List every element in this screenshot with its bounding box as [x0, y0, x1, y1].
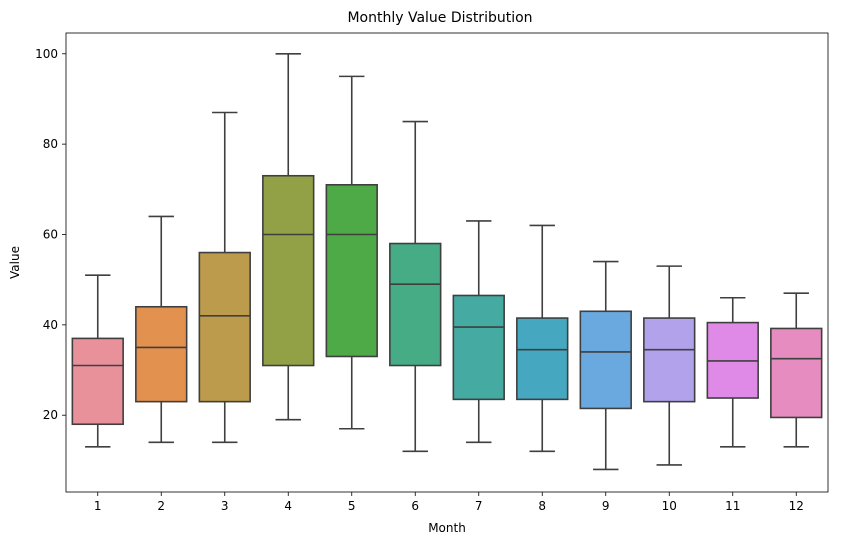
x-tick-label: 7	[475, 499, 483, 513]
iqr-box	[389, 242, 442, 367]
plot-area	[71, 52, 823, 471]
box-month-9	[579, 260, 632, 471]
iqr-box	[198, 251, 251, 403]
y-axis-label: Value	[8, 246, 22, 279]
iqr-box	[71, 337, 124, 426]
box-month-10	[643, 265, 696, 466]
x-tick-label: 5	[348, 499, 356, 513]
iqr-box	[262, 174, 315, 367]
y-tick-label: 100	[35, 47, 58, 61]
x-tick-label: 6	[411, 499, 419, 513]
x-tick-label: 1	[94, 499, 102, 513]
chart-title: Monthly Value Distribution	[347, 10, 532, 26]
x-tick-label: 2	[157, 499, 165, 513]
x-tick-label: 8	[538, 499, 546, 513]
iqr-box	[579, 310, 632, 410]
box-month-5	[325, 75, 378, 430]
iqr-box	[643, 317, 696, 403]
iqr-box	[452, 294, 505, 401]
y-tick-label: 80	[43, 137, 58, 151]
y-axis: 20 40 60 80 100	[35, 47, 66, 422]
x-axis-label: Month	[428, 521, 466, 535]
box-month-12	[770, 292, 823, 448]
box-month-6	[389, 120, 442, 453]
x-tick-label: 3	[221, 499, 229, 513]
x-tick-label: 12	[789, 499, 804, 513]
y-tick-label: 40	[43, 318, 58, 332]
x-tick-label: 11	[725, 499, 740, 513]
x-tick-label: 4	[284, 499, 292, 513]
iqr-box	[770, 327, 823, 419]
iqr-box	[135, 305, 188, 403]
iqr-box	[325, 183, 378, 358]
x-axis: 1 2 3 4 5 6 7 8 9 10 11 12	[94, 492, 804, 513]
plot-frame	[65, 32, 829, 493]
iqr-box	[516, 317, 569, 401]
box-month-8	[516, 224, 569, 453]
box-month-11	[706, 296, 759, 448]
x-tick-label: 10	[662, 499, 677, 513]
y-tick-label: 20	[43, 408, 58, 422]
box-month-2	[135, 215, 188, 444]
box-month-4	[262, 52, 315, 421]
box-month-3	[198, 111, 251, 444]
y-tick-label: 60	[43, 227, 58, 241]
box-month-1	[71, 274, 124, 448]
x-tick-label: 9	[602, 499, 610, 513]
box-month-7	[452, 220, 505, 444]
